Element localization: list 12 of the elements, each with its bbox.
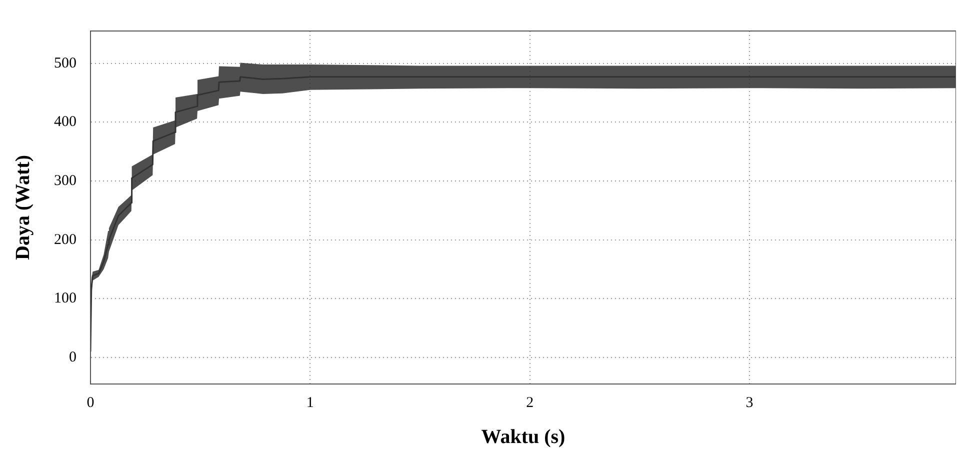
y-tick-label: 0 [69,349,76,366]
y-tick-label: 500 [54,55,76,72]
y-axis-title: Daya (Watt) [12,155,34,260]
x-tick-label: 0 [86,394,94,411]
y-tick-label: 300 [54,172,76,189]
y-tick-label: 400 [54,114,76,130]
y-tick-label: 100 [54,290,76,307]
y-tick-label: 200 [54,232,76,248]
x-axis-title: Waktu (s) [481,426,566,448]
x-tick-label: 1 [306,394,314,411]
x-tick-label: 2 [526,394,534,411]
x-tick-label: 3 [746,394,754,411]
